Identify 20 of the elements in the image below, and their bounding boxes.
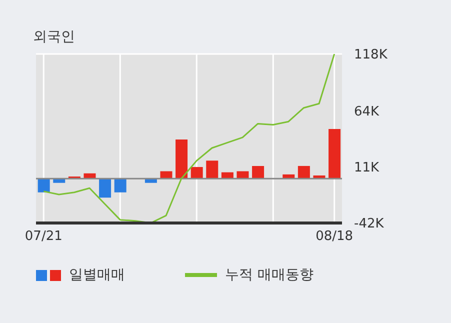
y-tick-label: 64K [354, 104, 380, 120]
bar [298, 166, 310, 179]
bar [160, 171, 172, 179]
bar [114, 178, 126, 192]
bar [252, 166, 264, 179]
legend-label: 일별매매 [69, 266, 125, 284]
legend-label: 누적 매매동향 [225, 266, 314, 284]
y-tick-label: 11K [354, 160, 380, 176]
x-tick-label: 08/18 [316, 229, 354, 244]
chart-title: 외국인 [33, 28, 75, 46]
bar [190, 167, 203, 179]
line-series [42, 54, 336, 223]
bar [236, 171, 249, 179]
y-tick-label: 118K [354, 48, 388, 63]
bar [206, 160, 218, 179]
x-tick-label: 07/21 [24, 229, 62, 244]
bar [176, 140, 188, 179]
y-tick-label: -42K [354, 216, 384, 232]
bar [328, 128, 341, 179]
bar [99, 178, 112, 198]
